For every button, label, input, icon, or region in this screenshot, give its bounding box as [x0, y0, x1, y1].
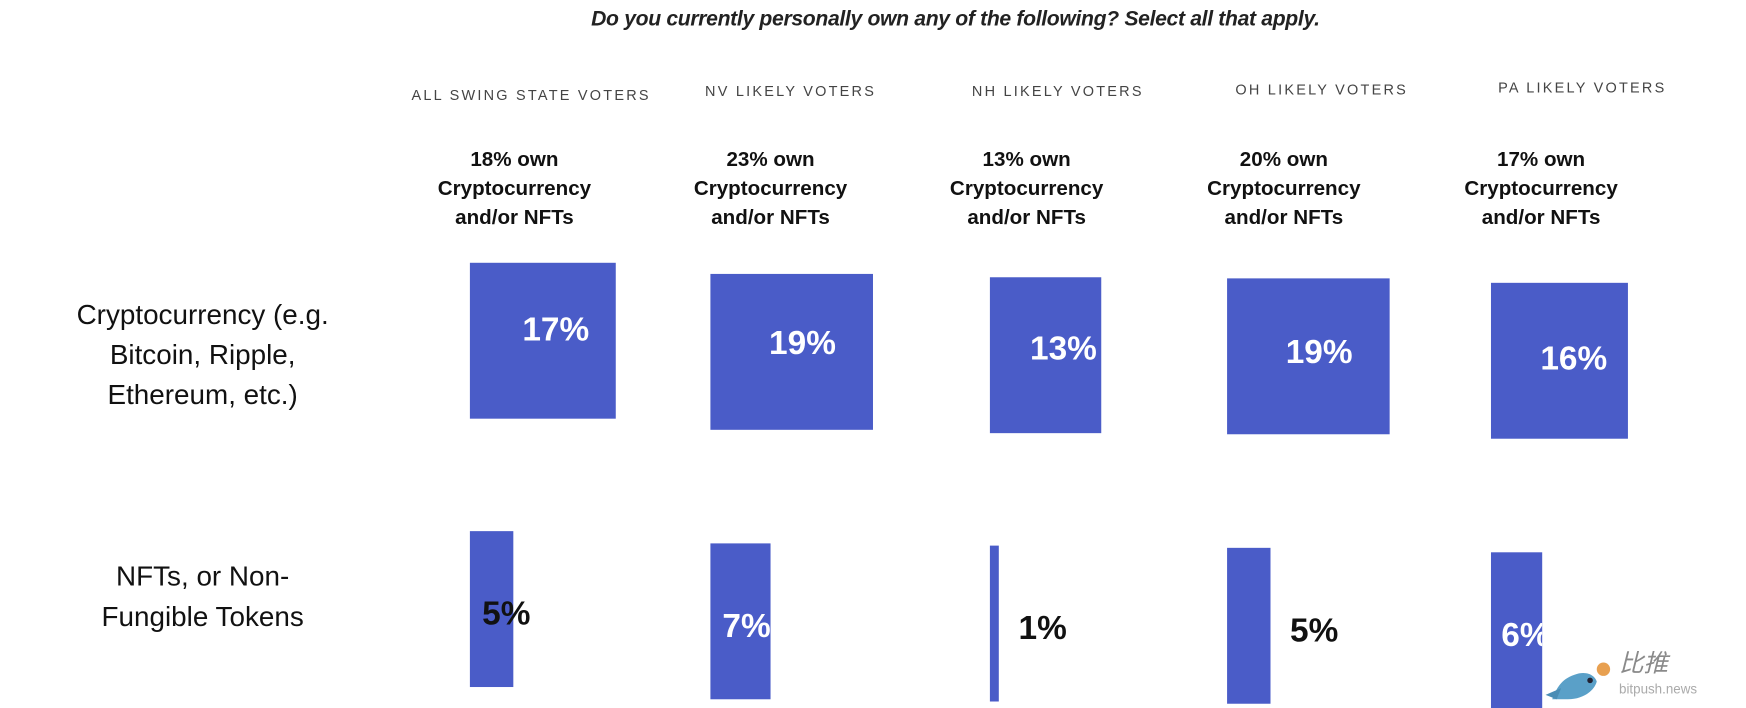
summary-line: and/or NFTs — [1224, 204, 1344, 229]
nft-bar-2 — [989, 545, 999, 702]
column-header-pa: PA LIKELY VOTERS — [1498, 79, 1667, 96]
nft-bar-4: 6% — [1490, 552, 1543, 708]
summary-line: Cryptocurrency — [693, 175, 848, 200]
row-label-line: Ethereum, etc.) — [107, 379, 298, 411]
summary-line: 13% own — [982, 146, 1071, 171]
summary-line: Cryptocurrency — [1207, 175, 1361, 200]
summary-all: 18% own Cryptocurrency and/or NFTs — [392, 145, 637, 232]
summary-line: and/or NFTs — [1481, 204, 1601, 229]
crypto-value-label-3: 19% — [1285, 334, 1353, 371]
summary-line: 20% own — [1239, 146, 1328, 171]
watermark-subtext: bitpush.news — [1619, 681, 1698, 698]
summary-line: and/or NFTs — [455, 204, 574, 229]
row-label-crypto: Cryptocurrency (e.g. Bitcoin, Ripple, Et… — [36, 295, 370, 415]
nft-bar-3 — [1227, 547, 1270, 704]
watermark-text: 比推 — [1619, 650, 1669, 679]
row-label-line: Cryptocurrency (e.g. — [76, 299, 329, 331]
crypto-bar-1: 19% — [710, 273, 874, 430]
summary-line: 23% own — [726, 146, 815, 171]
summary-line: Cryptocurrency — [1464, 175, 1618, 200]
nft-value-label-1: 7% — [722, 607, 771, 645]
nft-value-label-2: 1% — [1018, 610, 1067, 647]
crypto-bar-4: 16% — [1490, 282, 1629, 439]
summary-line: and/or NFTs — [711, 204, 830, 229]
summary-line: 17% own — [1496, 146, 1586, 171]
summary-line: 18% own — [470, 146, 559, 171]
nft-value-label-3: 5% — [1289, 612, 1339, 650]
nft-bar-0 — [469, 531, 513, 688]
row-label-line: NFTs, or Non- — [116, 561, 290, 593]
crypto-value-label-2: 13% — [1030, 330, 1097, 368]
row-label-line: Fungible Tokens — [101, 601, 304, 633]
nft-value-label-0: 5% — [482, 595, 531, 633]
crypto-bar-0: 17% — [469, 262, 616, 419]
summary-line: Cryptocurrency — [437, 175, 592, 200]
summary-pa: 17% own Cryptocurrency and/or NFTs — [1419, 145, 1664, 232]
column-header-oh: OH LIKELY VOTERS — [1235, 81, 1409, 98]
crypto-value-label-1: 19% — [769, 325, 836, 362]
crypto-value-label-0: 17% — [522, 311, 590, 349]
summary-oh: 20% own Cryptocurrency and/or NFTs — [1161, 145, 1406, 232]
summary-line: and/or NFTs — [967, 204, 1086, 229]
row-label-line: Bitcoin, Ripple, — [109, 339, 296, 371]
nft-bar-1: 7% — [710, 543, 771, 700]
crypto-value-label-4: 16% — [1540, 340, 1608, 378]
column-header-nv: NV LIKELY VOTERS — [705, 82, 877, 100]
column-header-all: ALL SWING STATE VOTERS — [411, 86, 651, 104]
crypto-bar-3: 19% — [1227, 278, 1390, 435]
summary-nh: 13% own Cryptocurrency and/or NFTs — [904, 145, 1149, 232]
summary-nv: 23% own Cryptocurrency and/or NFTs — [648, 145, 893, 232]
bird-logo-icon — [1545, 662, 1611, 700]
watermark: 比推 bitpush.news — [1619, 650, 1697, 697]
crypto-bar-2: 13% — [989, 277, 1102, 434]
summary-line: Cryptocurrency — [949, 175, 1104, 200]
column-header-nh: NH LIKELY VOTERS — [971, 82, 1144, 100]
nft-value-label-4: 6% — [1501, 616, 1542, 654]
chart-title: Do you currently personally own any of t… — [591, 7, 1320, 32]
row-label-nft: NFTs, or Non- Fungible Tokens — [36, 557, 370, 637]
